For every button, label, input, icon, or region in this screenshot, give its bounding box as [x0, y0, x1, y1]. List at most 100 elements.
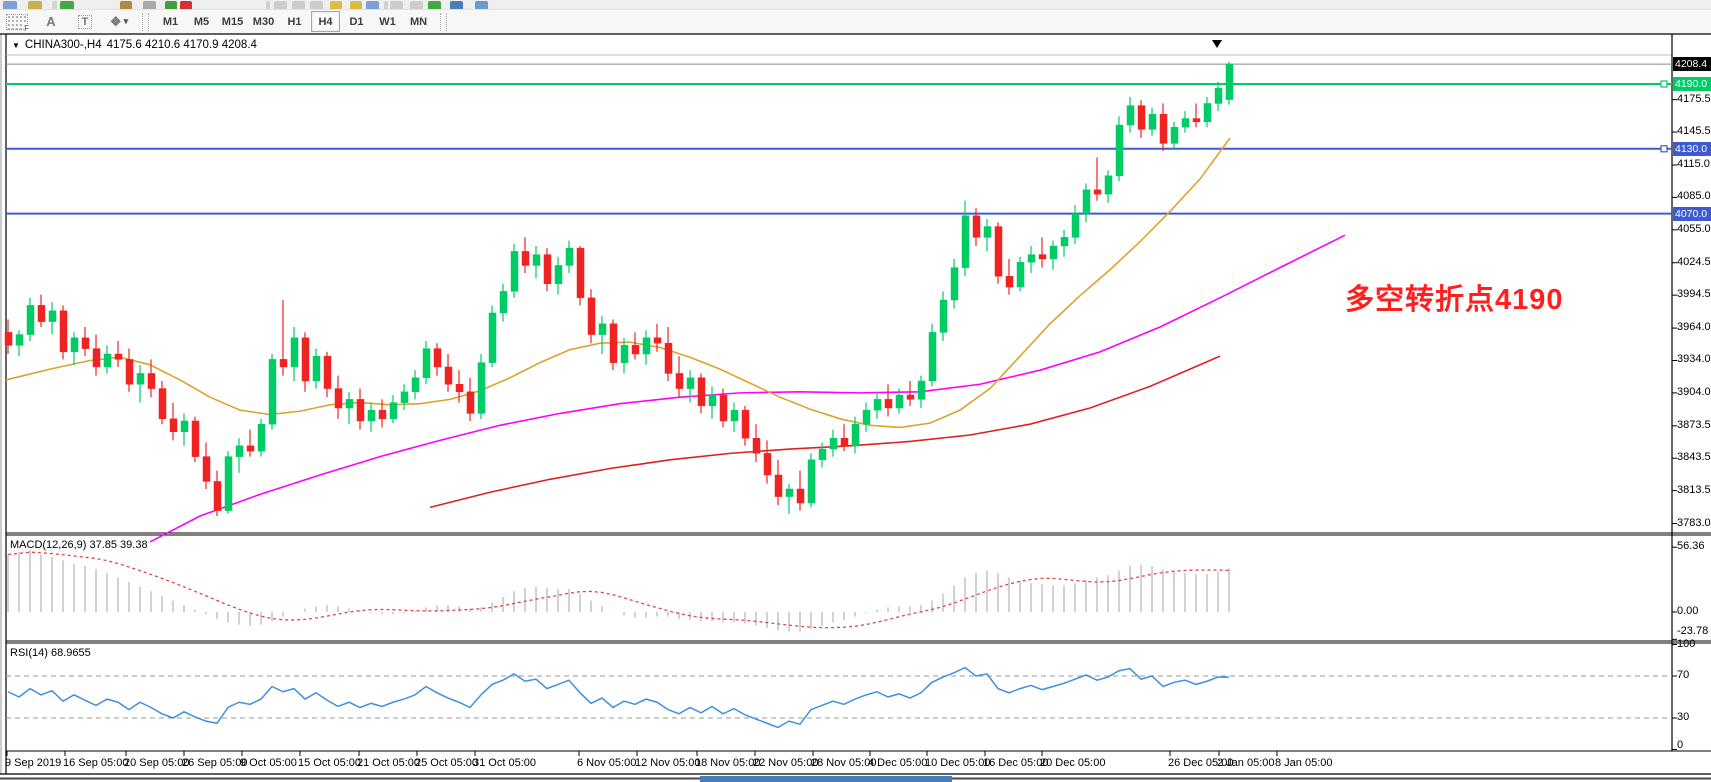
macd-label: MACD(12,26,9) 37.85 39.38: [10, 539, 148, 551]
time-tick-label: 21 Oct 05:00: [357, 757, 420, 769]
price-tick-label: 3904.0: [1677, 385, 1711, 398]
chart-ohlc-values: 4175.6 4210.6 4170.9 4208.4: [106, 39, 257, 51]
time-tick-label: 16 Dec 05:00: [983, 757, 1049, 769]
level-price-tag: 4070.0: [1673, 206, 1711, 221]
timeframe-button-M15[interactable]: M15: [221, 15, 244, 28]
timeframe-button-M30[interactable]: M30: [252, 15, 275, 28]
timeframe-button-H1[interactable]: H1: [287, 15, 302, 28]
toolbar-icon-fragment[interactable]: [120, 1, 132, 9]
toolbar-icon-fragment[interactable]: [475, 1, 488, 9]
ma-red-line: [429, 355, 1221, 509]
toolbar-icon-fragment[interactable]: [410, 1, 423, 9]
time-tick-label: 2 Jan 05:00: [1217, 757, 1275, 769]
time-tick-label: 26 Dec 05:00: [1168, 757, 1234, 769]
price-tick-label: 3934.0: [1677, 353, 1711, 366]
rsi-label: RSI(14) 68.9655: [10, 647, 91, 659]
timeframe-button-MN[interactable]: MN: [409, 15, 428, 28]
ma-orange-line: [5, 137, 1231, 429]
line-handle[interactable]: [1660, 80, 1668, 88]
rsi-tick-label: 100: [1677, 637, 1696, 650]
text-a-icon[interactable]: A: [46, 14, 56, 29]
timeframe-button-D1[interactable]: D1: [349, 15, 364, 28]
chart-dropdown-icon[interactable]: ▼: [12, 40, 20, 50]
toolbar-icon-fragment[interactable]: [3, 1, 17, 9]
price-tick-label: 4115.0: [1677, 158, 1710, 170]
time-tick-label: 9 Oct 05:00: [240, 757, 297, 769]
toolbar-icon-fragment[interactable]: [310, 1, 323, 9]
toolbar-icon-fragment[interactable]: [143, 1, 156, 9]
price-tick-label: 3813.5: [1677, 483, 1711, 496]
price-tick-label: 4085.0: [1677, 190, 1711, 203]
toolbar-icon-fragment[interactable]: [52, 1, 57, 9]
price-tick-label: 3843.5: [1677, 451, 1711, 464]
toolbar-icon-fragment[interactable]: [384, 1, 388, 9]
macd-layer[interactable]: [7, 549, 1230, 632]
chevron-down-icon[interactable]: ▾: [123, 16, 129, 26]
candles-layer[interactable]: [4, 61, 1234, 516]
time-tick-label: 20 Dec 05:00: [1040, 757, 1106, 769]
time-tick-label: 31 Oct 05:00: [473, 757, 536, 769]
rsi-line[interactable]: [7, 666, 1230, 729]
time-tick-label: 6 Nov 05:00: [577, 757, 637, 769]
time-tick-label: 10 Dec 05:00: [925, 757, 991, 769]
timeframe-button-M5[interactable]: M5: [193, 15, 210, 28]
arrow-objects-icon[interactable]: ❖ ▾: [109, 13, 129, 29]
price-tick-label: 3783.0: [1677, 516, 1711, 529]
time-tick-label: 26 Sep 05:00: [182, 757, 248, 769]
chart-symbol-period: CHINA300-,H4: [24, 39, 102, 51]
time-tick-label: 8 Jan 05:00: [1275, 757, 1333, 769]
toolbar-icon-fragment[interactable]: [350, 1, 362, 9]
text-label-icon[interactable]: T: [68, 12, 102, 31]
price-tick-label: 3964.0: [1677, 321, 1711, 334]
time-tick-label: 12 Nov 05:00: [635, 757, 701, 769]
ma-magenta-line: [149, 234, 1346, 543]
macd-tick-label: 0.00: [1677, 605, 1699, 617]
time-tick-label: 9 Sep 2019: [5, 757, 62, 769]
rsi-tick-label: 30: [1677, 711, 1690, 723]
toolbar-icon-fragment[interactable]: [60, 1, 74, 9]
price-tick-label: 3994.5: [1677, 288, 1711, 301]
timeframe-button-H4[interactable]: H4: [311, 11, 340, 32]
timeframe-button-W1[interactable]: W1: [379, 15, 396, 28]
toolbar-icon-fragment[interactable]: [450, 1, 463, 9]
price-tick-label: 4055.0: [1677, 222, 1711, 235]
level-price-tag: 4190.0: [1673, 77, 1711, 91]
macd-tick-label: -23.78: [1677, 625, 1709, 637]
time-tick-label: 16 Sep 05:00: [63, 757, 129, 769]
toolbar-icon-fragment[interactable]: [274, 1, 287, 9]
current-price-tag: 4208.4: [1673, 57, 1711, 72]
toolbar-icon-fragment[interactable]: [390, 1, 403, 9]
line-handle[interactable]: [1660, 145, 1668, 153]
toolbar-icon-fragment[interactable]: [266, 1, 270, 9]
toolbar-icon-fragment[interactable]: [330, 1, 342, 9]
toolbar-icon-fragment[interactable]: [180, 1, 192, 9]
price-tick-label: 4175.5: [1677, 92, 1711, 105]
time-tick-label: 4 Dec 05:00: [868, 757, 928, 769]
toolbar-icon-fragment[interactable]: [366, 1, 379, 9]
toolbar-grip[interactable]: [142, 12, 149, 31]
window-edge-highlight: [700, 776, 952, 782]
chart-title: ▼ CHINA300-,H4 4175.6 4210.6 4170.9 4208…: [12, 39, 257, 51]
macd-signal-line: [7, 551, 1230, 629]
time-tick-label: 18 Nov 05:00: [695, 757, 761, 769]
arrow-marker-icon[interactable]: [1212, 40, 1222, 48]
annotation-text[interactable]: 多空转折点4190: [1345, 284, 1564, 316]
toolbar-icon-fragment[interactable]: [28, 1, 42, 9]
toolbar-icon-fragment[interactable]: [292, 1, 305, 9]
time-tick-label: 25 Oct 05:00: [415, 757, 478, 769]
toolbar-grip-2[interactable]: [440, 12, 447, 31]
time-tick-label: 20 Sep 05:00: [124, 757, 190, 769]
crosshair-grid-icon[interactable]: F: [0, 12, 34, 33]
toolbar-icon-fragment[interactable]: [165, 1, 177, 9]
timeframe-button-M1[interactable]: M1: [162, 15, 179, 28]
level-price-tag: 4130.0: [1673, 141, 1711, 156]
time-tick-label: 28 Nov 05:00: [811, 757, 877, 769]
price-tick-label: 4145.5: [1677, 125, 1711, 138]
price-tick-label: 3873.5: [1677, 418, 1711, 431]
rsi-tick-label: 70: [1677, 669, 1690, 681]
price-tick-label: 4024.5: [1677, 255, 1711, 268]
toolbar-icon-fragment[interactable]: [428, 1, 441, 9]
time-tick-label: 22 Nov 05:00: [753, 757, 819, 769]
